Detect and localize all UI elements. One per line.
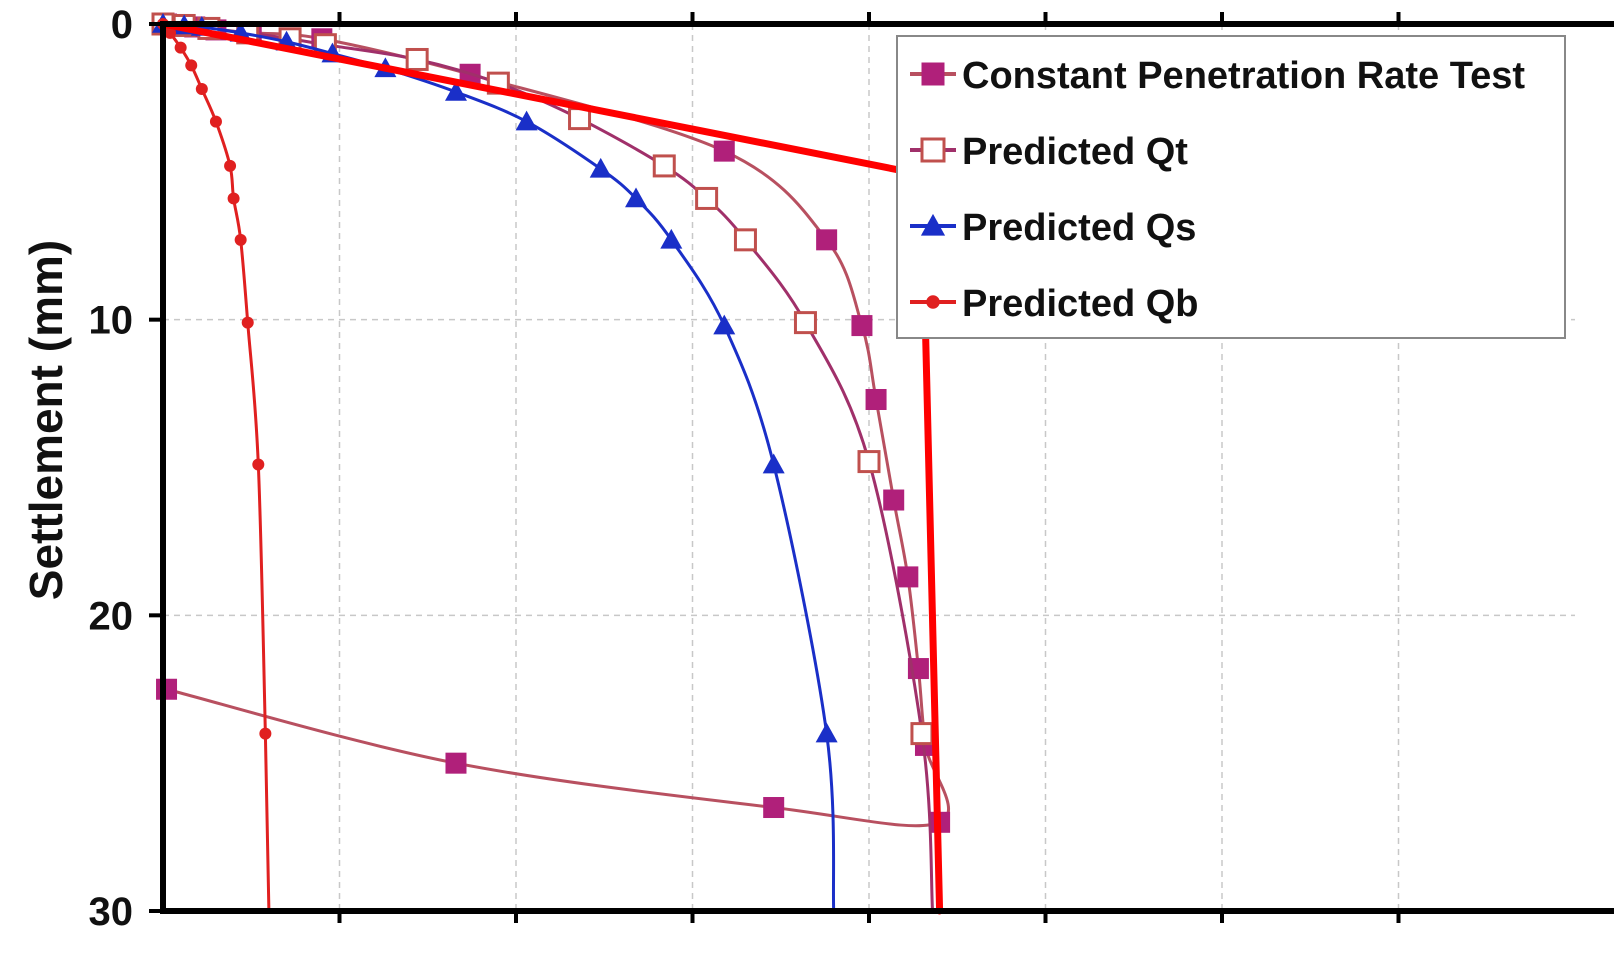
y-tick-label: 10: [89, 299, 134, 343]
series-line: [161, 23, 271, 912]
series-4: [157, 18, 272, 912]
data-point: [660, 228, 683, 249]
data-point: [713, 140, 735, 162]
legend-marker: [920, 137, 946, 163]
legend-box: [896, 35, 1566, 339]
series-layer: [151, 12, 951, 912]
data-point: [515, 110, 538, 131]
data-point: [883, 489, 905, 511]
axes: [149, 12, 1614, 923]
data-point: [241, 316, 254, 329]
legend-entry: Predicted Qs: [910, 207, 1196, 249]
legend-marker: [921, 62, 945, 86]
legend-marker: [920, 213, 946, 236]
series-line: [166, 22, 951, 828]
data-point: [625, 187, 648, 208]
y-tick-label: 20: [89, 594, 134, 638]
data-point: [857, 450, 881, 474]
data-point: [259, 727, 272, 740]
data-point: [816, 229, 838, 251]
data-point: [815, 722, 838, 743]
data-point: [234, 233, 247, 246]
legend-marker: [926, 295, 940, 309]
data-point: [444, 81, 467, 101]
data-point: [762, 453, 785, 474]
legend-label: Predicted Qt: [962, 131, 1188, 173]
data-point: [851, 315, 873, 337]
y-axis-label: Settlement (mm): [20, 240, 72, 600]
data-point: [793, 311, 817, 335]
data-point: [174, 41, 187, 54]
data-point: [209, 115, 222, 128]
legend-label: Constant Penetration Rate Test: [962, 55, 1525, 97]
data-point: [897, 566, 919, 588]
data-point: [713, 314, 736, 335]
legend-entry: Predicted Qt: [910, 131, 1188, 173]
legend-entry: Constant Penetration Rate Test: [910, 55, 1525, 97]
data-point: [695, 186, 719, 210]
y-tick-labels: 0 10 20 30: [89, 3, 134, 934]
data-point: [185, 59, 198, 72]
data-point: [763, 797, 785, 819]
data-point: [195, 83, 208, 96]
data-point: [733, 228, 757, 252]
data-point: [910, 722, 934, 746]
data-point: [589, 157, 612, 178]
data-point: [252, 458, 265, 471]
legend-entry: Predicted Qb: [910, 283, 1199, 325]
y-tick-label: 30: [89, 890, 134, 934]
data-point: [164, 26, 177, 39]
legend-label: Predicted Qb: [962, 283, 1199, 325]
legend: Constant Penetration Rate Test Predicted …: [896, 35, 1566, 339]
data-point: [865, 388, 887, 410]
data-point: [568, 107, 592, 131]
y-tick-label: 0: [111, 3, 133, 47]
data-point: [652, 154, 676, 178]
data-point: [224, 159, 237, 172]
legend-label: Predicted Qs: [962, 207, 1196, 249]
data-point: [445, 752, 467, 774]
data-point: [405, 47, 429, 71]
data-point: [227, 192, 240, 205]
data-point: [156, 678, 178, 700]
